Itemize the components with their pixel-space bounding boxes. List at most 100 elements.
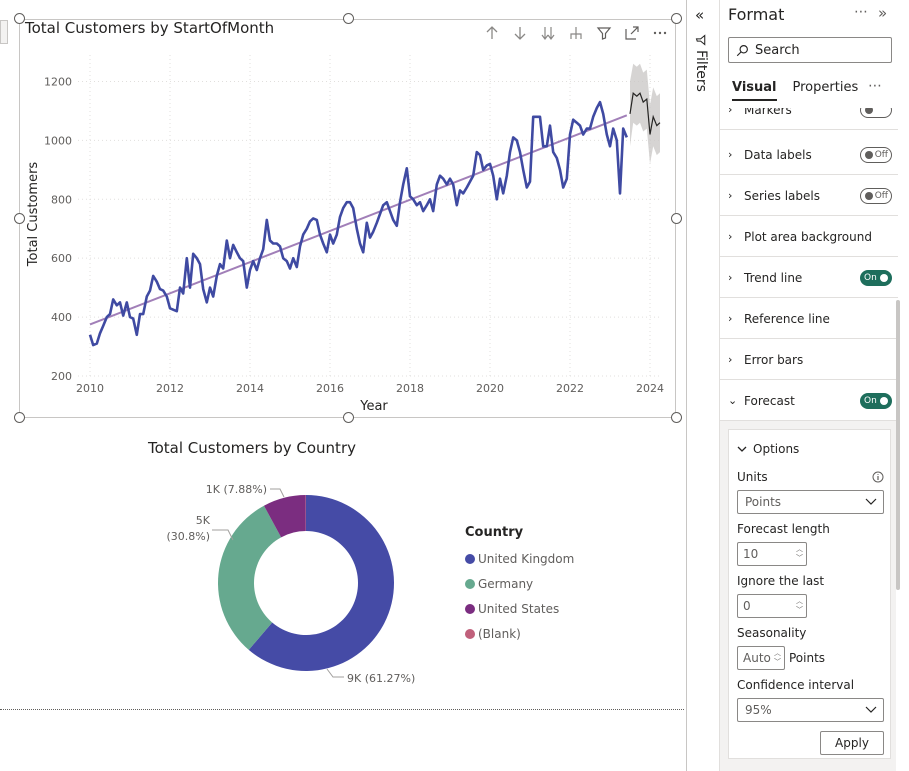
line-chart-plot: 200 400 600 800 1000 1200 2010 2012 2014 2016 2018…: [26, 55, 664, 414]
x-tick-label: 2018: [396, 382, 424, 395]
toggle-switch[interactable]: On: [860, 269, 892, 286]
toggle-switch[interactable]: [860, 108, 892, 118]
card-reference-line[interactable]: › Reference line: [720, 299, 898, 339]
tab-properties[interactable]: Properties: [792, 80, 859, 95]
legend-item[interactable]: United States: [465, 596, 574, 621]
legend-item[interactable]: (Blank): [465, 621, 574, 646]
stepper-arrows-icon[interactable]: ︿ ﹀: [796, 597, 803, 614]
toggle-switch[interactable]: Off: [860, 146, 892, 163]
donut-slice-united-kingdom[interactable]: [248, 495, 394, 671]
double-chevron-left-icon[interactable]: «: [695, 6, 705, 24]
filter-icon[interactable]: [590, 23, 618, 43]
legend-label: United Kingdom: [478, 551, 575, 566]
card-plot-area-background[interactable]: › Plot area background: [720, 217, 898, 257]
more-options-icon[interactable]: [646, 23, 674, 43]
filters-label[interactable]: Filters: [693, 34, 709, 92]
arrow-up-icon[interactable]: [478, 23, 506, 43]
x-axis-title: Year: [359, 399, 388, 414]
pane-scrollbar[interactable]: [896, 300, 900, 590]
y-tick-label: 600: [51, 252, 72, 265]
donut-data-label: 9K (61.27%): [347, 672, 415, 685]
card-series-labels[interactable]: › Series labels Off: [720, 176, 898, 216]
search-placeholder: Search: [755, 42, 800, 58]
seasonality-unit: Points: [789, 651, 826, 665]
units-dropdown[interactable]: Points: [737, 490, 884, 514]
donut-data-label: 1K (7.88%): [206, 483, 267, 496]
units-label: Units: [737, 470, 768, 484]
chevron-right-icon: ›: [728, 312, 733, 325]
report-canvas: Total Customers by StartOfMonth 200 400 60…: [0, 13, 684, 710]
resize-handle-br[interactable]: [671, 412, 682, 423]
more-options-icon[interactable]: ⋯: [854, 4, 869, 20]
x-tick-label: 2020: [476, 382, 504, 395]
page-divider: [0, 709, 684, 710]
donut-data-label: (30.8%): [166, 530, 210, 543]
seasonality-stepper[interactable]: Auto ︿ ﹀: [737, 646, 785, 670]
legend-marker: [465, 628, 475, 639]
leader-line: [270, 488, 285, 498]
chevron-right-icon: ›: [728, 189, 733, 202]
options-header[interactable]: Options: [737, 442, 799, 456]
card-data-labels[interactable]: › Data labels Off: [720, 135, 898, 175]
chevron-down-icon: ⌄: [728, 394, 738, 407]
apply-button[interactable]: Apply: [820, 731, 884, 755]
legend-marker: [465, 553, 475, 564]
resize-handle-top[interactable]: [343, 13, 354, 24]
forecast-length-stepper[interactable]: 10 ︿ ﹀: [737, 542, 807, 566]
focus-mode-icon[interactable]: [618, 23, 646, 43]
resize-handle-right[interactable]: [671, 213, 682, 224]
x-tick-label: 2022: [556, 382, 584, 395]
resize-handle-bl[interactable]: [14, 412, 25, 423]
tab-more-options-icon[interactable]: ⋯: [868, 78, 882, 94]
leader-line: [326, 668, 344, 678]
y-tick-label: 400: [51, 311, 72, 324]
resize-handle-bottom[interactable]: [343, 412, 354, 423]
donut-slice-germany[interactable]: [218, 505, 282, 650]
legend-item[interactable]: Germany: [465, 571, 574, 596]
card-label: Markers: [744, 108, 792, 117]
canvas-edge-button[interactable]: [0, 20, 8, 44]
donut-chart-title: Total Customers by Country: [147, 439, 356, 457]
visual-header-toolbar: [478, 23, 674, 43]
info-icon[interactable]: [872, 471, 884, 483]
chevron-right-icon: ›: [728, 148, 733, 161]
card-error-bars[interactable]: › Error bars: [720, 340, 898, 380]
confidence-label: Confidence interval: [737, 678, 855, 692]
legend-label: Germany: [478, 576, 534, 591]
ignore-last-stepper[interactable]: 0 ︿ ﹀: [737, 594, 807, 618]
line-chart-title: Total Customers by StartOfMonth: [25, 19, 275, 37]
legend-title: Country: [465, 525, 524, 540]
resize-handle-tl[interactable]: [14, 13, 25, 24]
double-arrow-down-icon[interactable]: [534, 23, 562, 43]
chevron-right-icon: ›: [728, 353, 733, 366]
donut-slice-united-states[interactable]: [263, 495, 306, 538]
filters-pane-collapsed[interactable]: « Filters: [686, 0, 719, 771]
card-forecast[interactable]: ⌄ Forecast On: [720, 381, 898, 421]
chevron-right-icon: ›: [728, 271, 733, 284]
stepper-arrows-icon[interactable]: ︿ ﹀: [774, 649, 781, 666]
expand-hierarchy-icon[interactable]: [562, 23, 590, 43]
x-tick-label: 2012: [156, 382, 184, 395]
stepper-arrows-icon[interactable]: ︿ ﹀: [796, 545, 803, 562]
donut-chart-plot: Total Customers by Country 9K (61.27%) 5K (…: [147, 439, 415, 685]
legend-label: United States: [478, 601, 560, 616]
resize-handle-left[interactable]: [14, 213, 25, 224]
legend-label: (Blank): [478, 626, 521, 641]
y-tick-label: 200: [51, 370, 72, 383]
resize-handle-tr[interactable]: [671, 13, 682, 24]
seasonality-label: Seasonality: [737, 626, 807, 640]
confidence-dropdown[interactable]: 95%: [737, 698, 884, 722]
legend-item[interactable]: United Kingdom: [465, 546, 574, 571]
card-markers[interactable]: › Markers: [720, 108, 898, 130]
forecast-line: [629, 92, 661, 135]
arrow-down-icon[interactable]: [506, 23, 534, 43]
card-label: Forecast: [744, 393, 795, 408]
search-input[interactable]: Search: [728, 37, 892, 63]
toggle-switch[interactable]: On: [860, 392, 892, 409]
toggle-switch[interactable]: Off: [860, 187, 892, 204]
double-chevron-right-icon[interactable]: »: [878, 4, 888, 22]
card-label: Error bars: [744, 352, 804, 367]
tab-visual[interactable]: Visual: [732, 80, 777, 101]
card-trend-line[interactable]: › Trend line On: [720, 258, 898, 298]
series-line-total-customers[interactable]: [88, 100, 629, 347]
